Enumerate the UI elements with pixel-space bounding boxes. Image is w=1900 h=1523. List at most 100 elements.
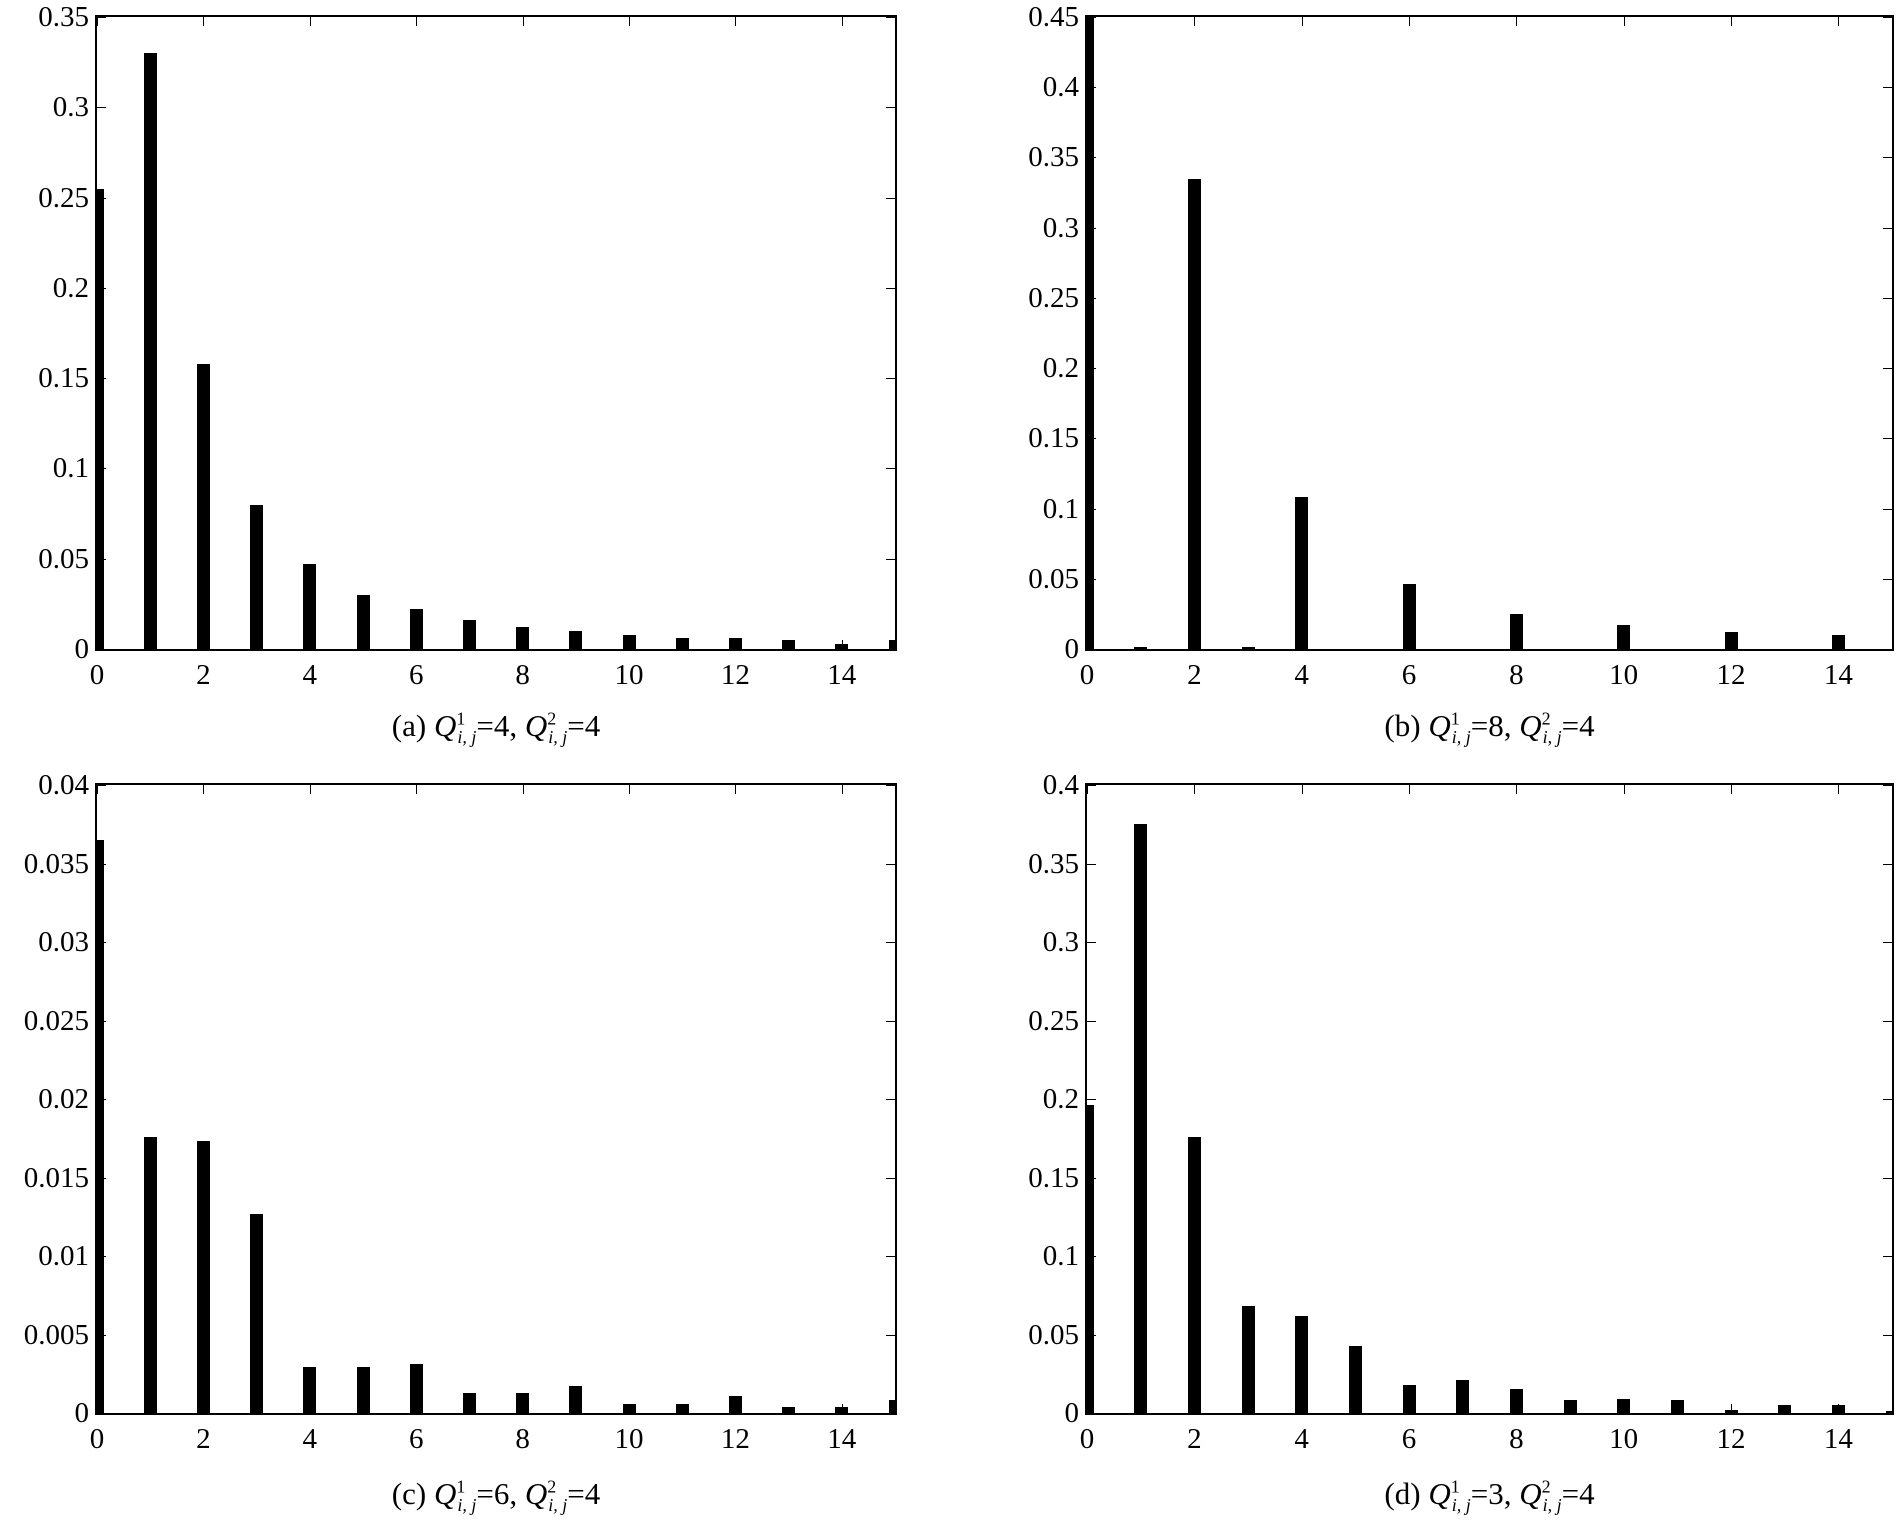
y-tick-label: 0.25 xyxy=(1028,281,1079,314)
x-tick-label: 10 xyxy=(1609,659,1639,691)
x-tick-label: 0 xyxy=(1079,659,1095,691)
bar xyxy=(356,1367,370,1413)
bar xyxy=(569,630,583,649)
y-tick-label: 0.01 xyxy=(38,1240,89,1272)
bar xyxy=(1087,17,1094,649)
bar xyxy=(675,638,689,649)
chart-axes-b xyxy=(1085,15,1894,651)
y-tick-label: 0.35 xyxy=(1028,847,1079,880)
bar xyxy=(1087,1105,1094,1413)
y-tick-label: 0.05 xyxy=(38,542,89,575)
y-tick-label: 0.025 xyxy=(23,1004,89,1037)
y-tick-label: 0.2 xyxy=(52,271,89,304)
y-tick-label: 0.3 xyxy=(1042,926,1079,958)
bar xyxy=(1241,1306,1255,1413)
x-tick-label: 8 xyxy=(515,659,530,691)
y-tick-label: 0.2 xyxy=(1042,1083,1079,1115)
bar xyxy=(1885,1411,1892,1413)
y-tick-label: 0.05 xyxy=(1028,1318,1079,1351)
bar xyxy=(569,1386,583,1413)
chart-caption-a: (a) Q1i, j=4, Q2i, j=4 xyxy=(391,708,601,748)
bar xyxy=(1617,625,1631,649)
x-tick-label: 10 xyxy=(614,659,644,691)
bar xyxy=(1456,1380,1470,1413)
x-tick-label: 0 xyxy=(89,1423,105,1455)
x-tick-label: 6 xyxy=(1401,1423,1417,1455)
y-tick-label: 0.35 xyxy=(1028,141,1079,174)
bar xyxy=(1348,1345,1362,1413)
bar xyxy=(409,609,423,649)
chart-caption-b: (b) Q1i, j=8, Q2i, j=4 xyxy=(1384,708,1595,748)
y-tick-label: 0.45 xyxy=(1028,1,1079,33)
bar xyxy=(143,1136,157,1413)
bar xyxy=(1509,613,1523,649)
bar xyxy=(303,564,317,649)
y-tick-label: 0.25 xyxy=(38,181,89,214)
chart-caption-d: (d) Q1i, j=3, Q2i, j=4 xyxy=(1384,1476,1595,1516)
bar xyxy=(1295,497,1309,649)
y-tick-label: 0.25 xyxy=(1028,1004,1079,1037)
bar xyxy=(250,1213,264,1413)
bar xyxy=(1187,1136,1201,1413)
y-tick-label: 0.2 xyxy=(1042,352,1079,385)
bar xyxy=(1509,1389,1523,1413)
y-tick-label: 0.02 xyxy=(38,1083,89,1115)
x-tick-label: 14 xyxy=(827,659,857,691)
x-tick-label: 8 xyxy=(515,1423,530,1455)
y-tick-label: 0.03 xyxy=(38,926,89,958)
y-tick-label: 0.15 xyxy=(38,362,89,395)
bar xyxy=(303,1367,317,1413)
y-tick-label: 0.4 xyxy=(1042,71,1079,104)
bar xyxy=(1402,584,1416,649)
bar xyxy=(782,1406,796,1413)
y-tick-label: 0.15 xyxy=(1028,1161,1079,1194)
x-tick-label: 12 xyxy=(1716,1423,1746,1455)
y-tick-label: 0.005 xyxy=(23,1318,89,1351)
y-tick-label: 0 xyxy=(1064,633,1080,665)
x-tick-label: 2 xyxy=(196,659,211,691)
bar xyxy=(409,1364,423,1413)
bar xyxy=(1295,1315,1309,1413)
y-tick-label: 0.15 xyxy=(1028,422,1079,455)
x-tick-label: 8 xyxy=(1509,1423,1524,1455)
y-tick-label: 0 xyxy=(74,633,90,665)
x-tick-label: 10 xyxy=(614,1423,644,1455)
x-tick-label: 2 xyxy=(1187,1423,1202,1455)
y-tick-label: 0.35 xyxy=(38,1,89,33)
bar xyxy=(1778,1405,1792,1413)
bar xyxy=(97,839,104,1413)
bar xyxy=(1563,1400,1577,1413)
x-tick-label: 6 xyxy=(408,1423,424,1455)
y-tick-label: 0.1 xyxy=(1042,492,1079,525)
y-tick-label: 0.015 xyxy=(23,1161,89,1194)
y-tick-label: 0.4 xyxy=(1042,769,1079,801)
bar xyxy=(1670,1400,1684,1413)
bar xyxy=(196,1141,210,1413)
bar xyxy=(1134,824,1148,1413)
x-tick-label: 14 xyxy=(1823,659,1853,691)
bar xyxy=(516,1392,530,1413)
x-tick-label: 12 xyxy=(720,1423,750,1455)
bar xyxy=(675,1403,689,1413)
x-tick-label: 4 xyxy=(1294,659,1309,691)
chart-caption-c: (c) Q1i, j=6, Q2i, j=4 xyxy=(391,1476,601,1516)
bar xyxy=(888,639,895,649)
x-tick-label: 2 xyxy=(196,1423,211,1455)
x-tick-label: 12 xyxy=(720,659,750,691)
y-tick-label: 0 xyxy=(1064,1397,1080,1429)
bar xyxy=(196,363,210,649)
x-tick-label: 10 xyxy=(1609,1423,1639,1455)
bar xyxy=(1241,647,1255,649)
x-tick-label: 12 xyxy=(1716,659,1746,691)
x-tick-label: 6 xyxy=(1401,659,1417,691)
x-tick-label: 6 xyxy=(408,659,424,691)
bar xyxy=(462,620,476,649)
x-tick-label: 4 xyxy=(1294,1423,1309,1455)
y-tick-label: 0.05 xyxy=(1028,562,1079,595)
x-tick-label: 14 xyxy=(827,1423,857,1455)
bar xyxy=(1402,1384,1416,1413)
x-tick-label: 8 xyxy=(1509,659,1524,691)
y-tick-label: 0.035 xyxy=(23,847,89,880)
bar xyxy=(462,1392,476,1413)
chart-axes-d xyxy=(1085,783,1894,1415)
